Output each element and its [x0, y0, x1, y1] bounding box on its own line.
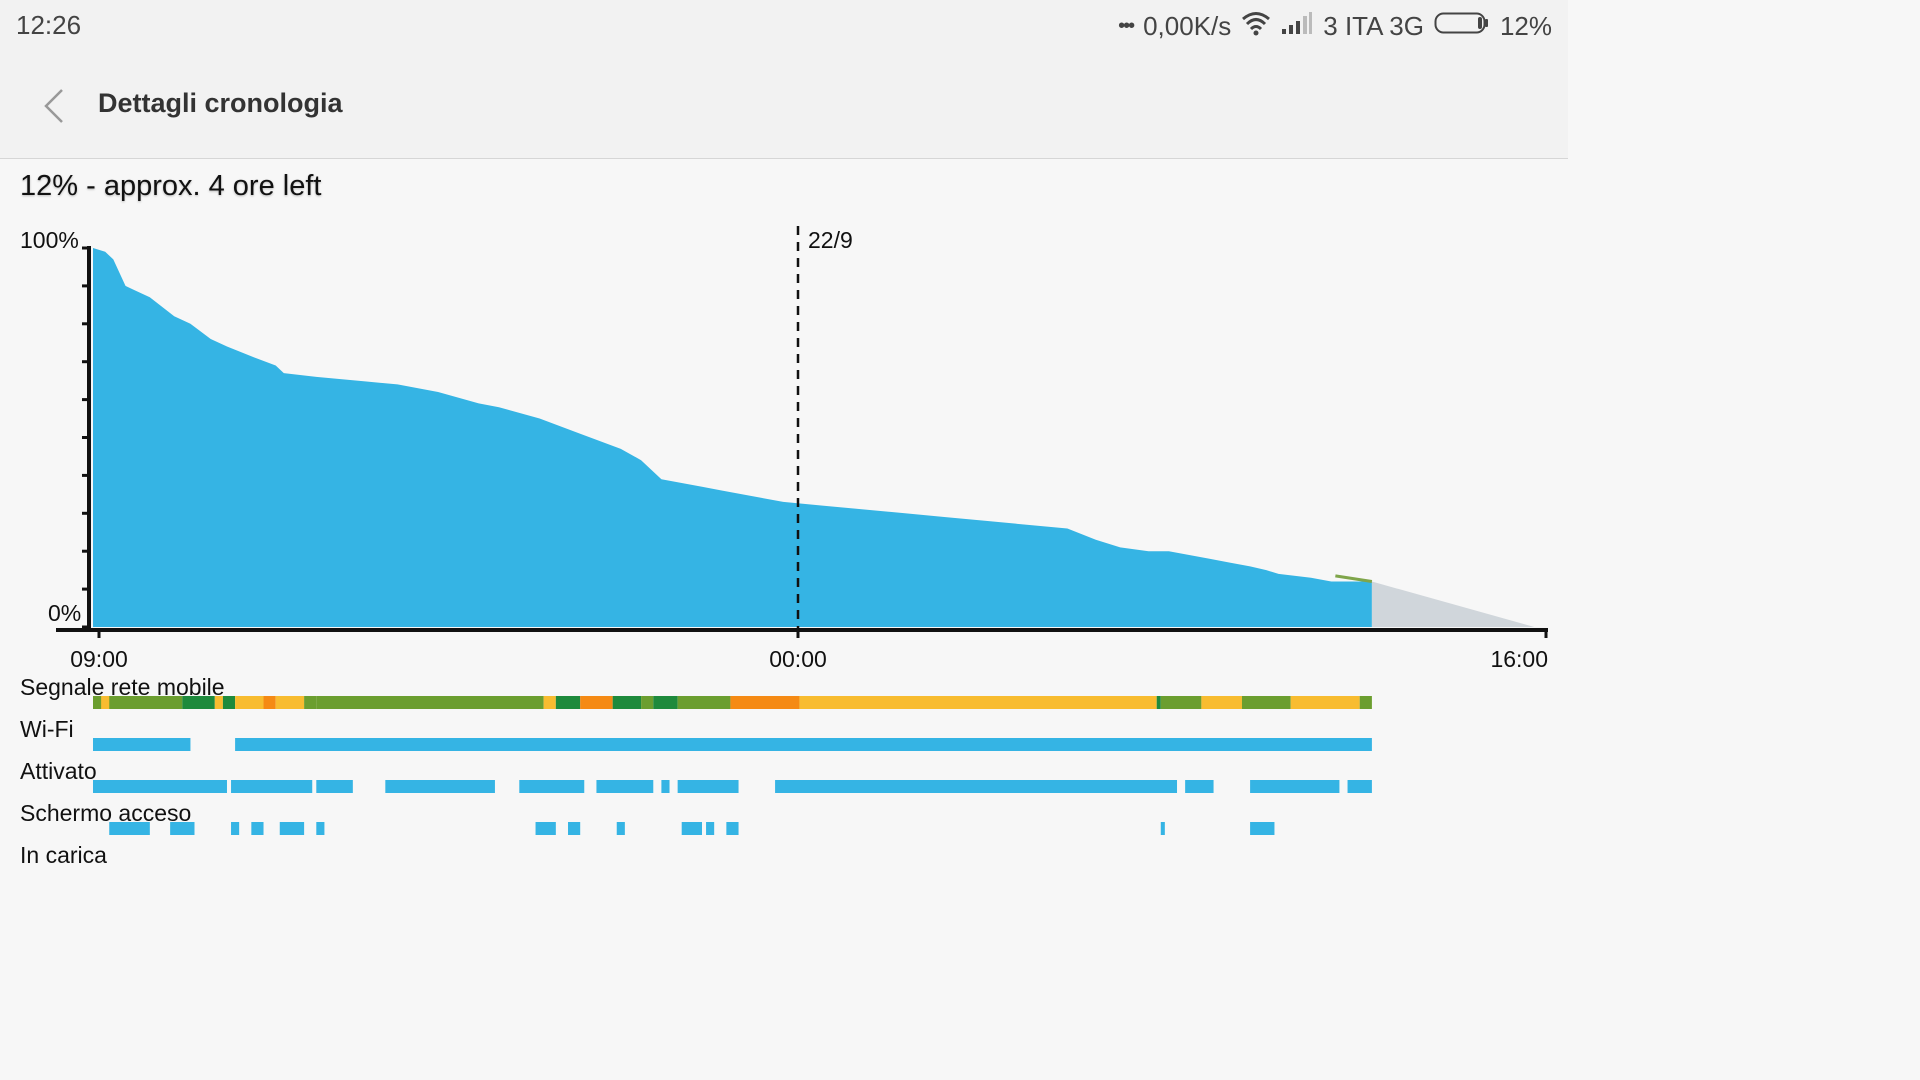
projected-battery-area [1371, 581, 1535, 627]
timeline-segment [222, 696, 236, 709]
timeline-segment [214, 696, 223, 709]
timeline-segment [263, 696, 276, 709]
timeline-segment [316, 822, 325, 835]
timeline-segment [1160, 696, 1202, 709]
timeline-segment [596, 780, 654, 793]
signal-icon [1281, 11, 1313, 42]
timeline-segment [616, 822, 625, 835]
timeline-segment [1160, 822, 1165, 835]
timeline-segment [653, 696, 678, 709]
timeline-segment [93, 696, 183, 709]
timeline-row-0: Segnale rete mobile [20, 674, 1372, 709]
timeline-row-2: Attivato [20, 758, 1372, 793]
timeline-segment [235, 696, 264, 709]
timeline-segment [251, 822, 264, 835]
timeline-segment [231, 780, 313, 793]
timeline-segment [93, 738, 191, 751]
timeline-row-3: Schermo acceso [20, 800, 1275, 835]
battery-history-chart: 100% 0% 22/9 09:00 00:00 16:00 Segnale rete m… [20, 226, 1548, 868]
timeline-segment [1241, 696, 1291, 709]
battery-icon [1434, 11, 1490, 42]
battery-percent: 12% [1499, 10, 1552, 41]
timeline-segment [101, 696, 110, 709]
timeline-segment [275, 696, 305, 709]
timeline-label: Wi-Fi [20, 716, 74, 742]
status-bar: 12:26 ••• 0,00K/s 3 ITA 3G [0, 0, 1568, 52]
wifi-icon [1241, 10, 1271, 43]
timeline-segment [661, 780, 670, 793]
more-icon: ••• [1118, 14, 1135, 37]
axes-layer [56, 226, 1548, 638]
timeline-segment [1156, 696, 1161, 709]
timeline-segment [706, 822, 715, 835]
timeline-segment [1290, 696, 1360, 709]
timeline-segment [568, 822, 581, 835]
timeline-segment [170, 822, 195, 835]
x-tick-label-0000: 00:00 [769, 646, 827, 672]
timeline-label: Segnale rete mobile [20, 674, 225, 700]
timeline-label: In carica [20, 842, 107, 868]
page-title: Dettagli cronologia [98, 88, 343, 118]
timeline-segment [580, 696, 613, 709]
back-button[interactable] [30, 82, 78, 130]
timeline-segment [231, 822, 240, 835]
timeline-segment [641, 696, 654, 709]
timeline-segment [304, 696, 317, 709]
timeline-segment [730, 696, 800, 709]
charge-tip-line [1335, 574, 1373, 584]
timeline-segment [182, 696, 215, 709]
timeline-segment [316, 696, 544, 709]
timeline-segment [519, 780, 585, 793]
status-time: 12:26 [16, 10, 82, 40]
app-header: Dettagli cronologia [0, 52, 1568, 159]
timeline-segment [555, 696, 581, 709]
timeline-segment [1250, 822, 1275, 835]
timeline-segment [1250, 780, 1340, 793]
y-label-0: 0% [48, 600, 81, 626]
timeline-segment [279, 822, 305, 835]
carrier-label: 3 ITA 3G [1323, 10, 1424, 41]
timeline-segment [109, 822, 150, 835]
timeline-segment [1201, 696, 1242, 709]
battery-summary: 12% - approx. 4 ore left [20, 170, 322, 202]
timeline-segment [799, 696, 1157, 709]
timeline-segment [1359, 696, 1372, 709]
timeline-label: Schermo acceso [20, 800, 191, 826]
timeline-segment [775, 780, 1178, 793]
timeline-segment [543, 696, 556, 709]
timeline-segment [93, 780, 227, 793]
status-icons: ••• 0,00K/s 3 ITA 3G [1118, 10, 1552, 42]
timeline-segment [677, 696, 731, 709]
area-layer [93, 248, 1535, 627]
timeline-segment [726, 822, 739, 835]
network-speed: 0,00K/s [1143, 10, 1232, 41]
timeline-layer: Segnale rete mobile Wi-Fi Attivato Schermo … [20, 674, 1372, 868]
x-tick-label-0900: 09:00 [70, 646, 128, 672]
x-tick-label-1600: 16:00 [1490, 646, 1548, 672]
timeline-segment [1185, 780, 1214, 793]
timeline-segment [681, 822, 702, 835]
timeline-segment [235, 738, 1372, 751]
chevron-left-icon [44, 89, 63, 123]
battery-level-area [93, 248, 1372, 627]
timeline-segment [316, 780, 353, 793]
y-label-100: 100% [20, 227, 79, 253]
timeline-label: Attivato [20, 758, 97, 784]
timeline-segment [535, 822, 556, 835]
timeline-segment [612, 696, 642, 709]
timeline-segment [677, 780, 739, 793]
labels-layer: 100% 0% 22/9 09:00 00:00 16:00 [20, 227, 1548, 672]
timeline-row-1: Wi-Fi [20, 716, 1372, 751]
timeline-segment [1347, 780, 1372, 793]
day-marker-label: 22/9 [808, 227, 853, 253]
timeline-segment [385, 780, 495, 793]
timeline-row-4: In carica [20, 842, 107, 868]
